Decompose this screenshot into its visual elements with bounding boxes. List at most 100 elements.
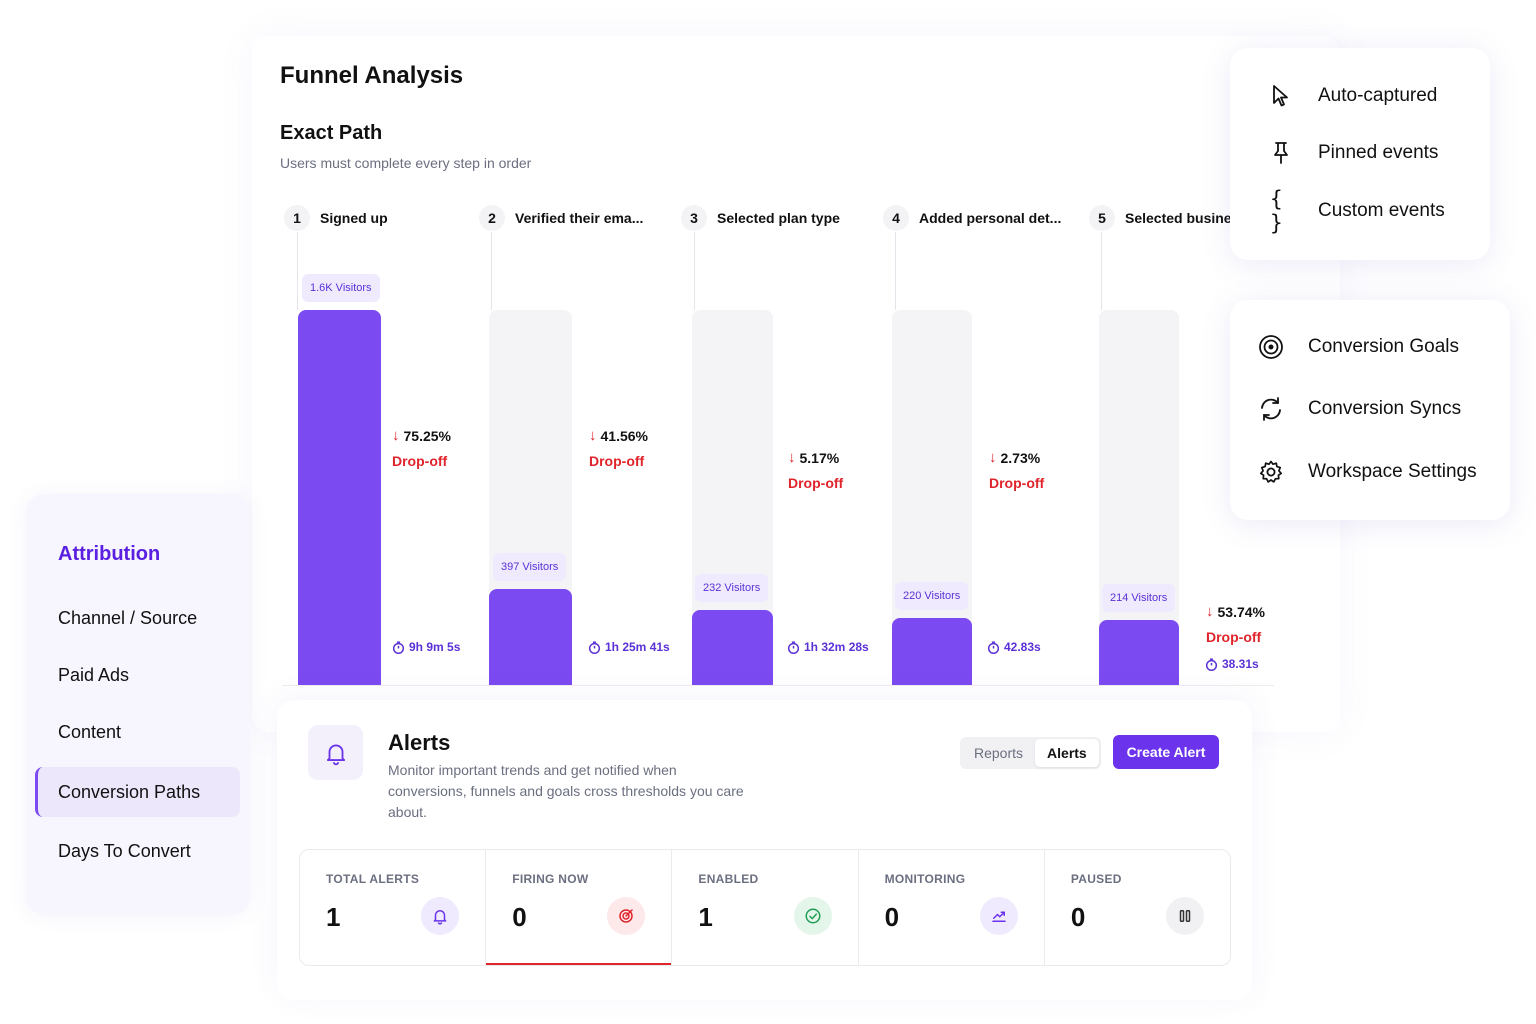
stat-total-alerts[interactable]: TOTAL ALERTS 1 bbox=[300, 850, 487, 965]
alerts-title: Alerts bbox=[388, 730, 451, 755]
funnel-step-header[interactable]: 1 Signed up bbox=[284, 203, 464, 233]
step-label: Selected busines bbox=[1125, 210, 1231, 226]
visitors-badge: 1.6K Visitors bbox=[302, 274, 380, 302]
funnel-bar[interactable] bbox=[1099, 620, 1179, 686]
funnel-bar[interactable] bbox=[692, 610, 773, 686]
stat-value: 0 bbox=[512, 902, 527, 932]
nav-item-conversion-paths[interactable]: Conversion Paths bbox=[58, 782, 201, 802]
view-toggle: Reports Alerts bbox=[960, 737, 1101, 769]
menu-item-auto-captured[interactable]: Auto-captured bbox=[1270, 84, 1437, 108]
stat-value: 0 bbox=[884, 902, 900, 932]
time-to-convert: 42.83s bbox=[987, 640, 1041, 654]
funnel-step-header[interactable]: 4 Added personal det... bbox=[883, 203, 1068, 233]
step-connector bbox=[895, 232, 896, 310]
visitors-badge: 232 Visitors bbox=[695, 574, 769, 602]
sync-icon bbox=[1258, 396, 1284, 422]
step-connector bbox=[694, 232, 695, 310]
alerts-icon-box bbox=[308, 725, 363, 780]
section-title: Exact Path bbox=[280, 122, 383, 144]
step-number: 3 bbox=[681, 205, 707, 231]
attribution-title: Attribution bbox=[58, 543, 161, 565]
nav-item-days-to-convert[interactable]: Days To Convert bbox=[58, 841, 191, 861]
cursor-icon bbox=[1270, 84, 1292, 108]
time-to-convert: 38.31s bbox=[1205, 657, 1259, 671]
time-to-convert: 1h 32m 28s bbox=[787, 640, 869, 654]
drop-off-label: Drop-off bbox=[989, 475, 1045, 491]
funnel-step-header[interactable]: 2 Verified their ema... bbox=[479, 203, 659, 233]
time-value: 38.31s bbox=[1222, 657, 1259, 671]
stat-value: 1 bbox=[698, 902, 713, 932]
time-to-convert: 1h 25m 41s bbox=[588, 640, 670, 654]
pin-icon bbox=[1270, 141, 1292, 165]
funnel-step-header[interactable]: 5 Selected busines bbox=[1089, 203, 1231, 233]
check-circle-icon bbox=[793, 897, 832, 935]
step-number: 2 bbox=[479, 205, 505, 231]
stopwatch-icon bbox=[787, 640, 800, 654]
step-connector bbox=[491, 232, 492, 310]
arrow-down-icon: ↓ bbox=[1206, 603, 1214, 620]
target-icon bbox=[1258, 334, 1284, 360]
step-connector bbox=[1101, 232, 1102, 310]
stat-firing-now[interactable]: FIRING NOW 0 bbox=[486, 850, 673, 965]
menu-item-conversion-goals[interactable]: Conversion Goals bbox=[1258, 334, 1459, 360]
chart-baseline bbox=[282, 685, 1274, 686]
funnel-bar[interactable] bbox=[489, 589, 572, 686]
gear-icon bbox=[1258, 459, 1284, 485]
stat-value: 0 bbox=[1070, 902, 1086, 932]
active-item-highlight bbox=[35, 767, 240, 817]
step-connector bbox=[297, 232, 298, 310]
nav-item-channel-source[interactable]: Channel / Source bbox=[58, 608, 198, 628]
drop-off-percent: ↓ 5.17% bbox=[788, 449, 839, 466]
nav-item-paid-ads[interactable]: Paid Ads bbox=[58, 665, 130, 685]
visitors-badge: 220 Visitors bbox=[895, 582, 969, 610]
drop-off-percent: ↓ 53.74% bbox=[1206, 603, 1265, 620]
time-value: 42.83s bbox=[1004, 640, 1041, 654]
drop-off-label: Drop-off bbox=[589, 453, 645, 469]
menu-item-custom-events[interactable]: { } Custom events bbox=[1270, 187, 1445, 235]
funnel-step-header[interactable]: 3 Selected plan type bbox=[681, 203, 861, 233]
step-number: 5 bbox=[1089, 205, 1115, 231]
create-alert-button[interactable]: Create Alert bbox=[1113, 735, 1219, 769]
arrow-down-icon: ↓ bbox=[589, 427, 597, 444]
menu-item-conversion-syncs[interactable]: Conversion Syncs bbox=[1258, 396, 1461, 422]
stat-value: 1 bbox=[326, 902, 341, 932]
drop-off-percent: ↓ 41.56% bbox=[589, 427, 648, 444]
pause-icon bbox=[1166, 897, 1205, 935]
section-subtitle: Users must complete every step in order bbox=[280, 155, 532, 171]
menu-item-workspace-settings[interactable]: Workspace Settings bbox=[1258, 459, 1477, 485]
stopwatch-icon bbox=[987, 640, 1000, 654]
step-label: Signed up bbox=[320, 210, 388, 226]
time-value: 1h 32m 28s bbox=[804, 640, 869, 654]
drop-off-label: Drop-off bbox=[788, 475, 844, 491]
stat-enabled[interactable]: ENABLED 1 bbox=[672, 850, 859, 965]
drop-off-value: 75.25% bbox=[403, 427, 451, 444]
tab-reports[interactable]: Reports bbox=[974, 745, 1024, 761]
stat-label: FIRING NOW bbox=[512, 872, 589, 886]
drop-off-value: 5.17% bbox=[799, 449, 840, 466]
stat-label: PAUSED bbox=[1070, 872, 1122, 886]
step-label: Selected plan type bbox=[717, 210, 840, 226]
alerts-description: Monitor important trends and get notifie… bbox=[388, 762, 744, 820]
stopwatch-icon bbox=[392, 640, 405, 654]
stat-label: TOTAL ALERTS bbox=[326, 872, 420, 886]
funnel-bar[interactable] bbox=[892, 618, 972, 686]
stopwatch-icon bbox=[1205, 657, 1218, 671]
menu-item-label: Custom events bbox=[1318, 200, 1445, 221]
nav-item-content[interactable]: Content bbox=[58, 722, 122, 742]
stat-monitoring[interactable]: MONITORING 0 bbox=[859, 850, 1045, 965]
tab-alerts[interactable]: Alerts bbox=[1035, 739, 1099, 767]
funnel-bar[interactable] bbox=[298, 310, 381, 686]
menu-item-label: Workspace Settings bbox=[1308, 461, 1477, 482]
drop-off-percent: ↓ 2.73% bbox=[989, 449, 1040, 466]
drop-off-percent: ↓ 75.25% bbox=[392, 427, 451, 444]
menu-item-pinned-events[interactable]: Pinned events bbox=[1270, 141, 1438, 165]
alert-stats: TOTAL ALERTS 1 FIRING NOW 0 ENABLED 1 MO… bbox=[299, 849, 1231, 966]
braces-icon: { } bbox=[1270, 187, 1285, 235]
stat-paused[interactable]: PAUSED 0 bbox=[1045, 850, 1230, 965]
drop-off-value: 2.73% bbox=[1000, 449, 1041, 466]
visitors-badge: 214 Visitors bbox=[1102, 584, 1176, 612]
arrow-down-icon: ↓ bbox=[788, 449, 796, 466]
visitors-badge: 397 Visitors bbox=[493, 553, 567, 581]
menu-item-label: Pinned events bbox=[1318, 142, 1439, 163]
menu-item-label: Conversion Syncs bbox=[1308, 398, 1462, 419]
